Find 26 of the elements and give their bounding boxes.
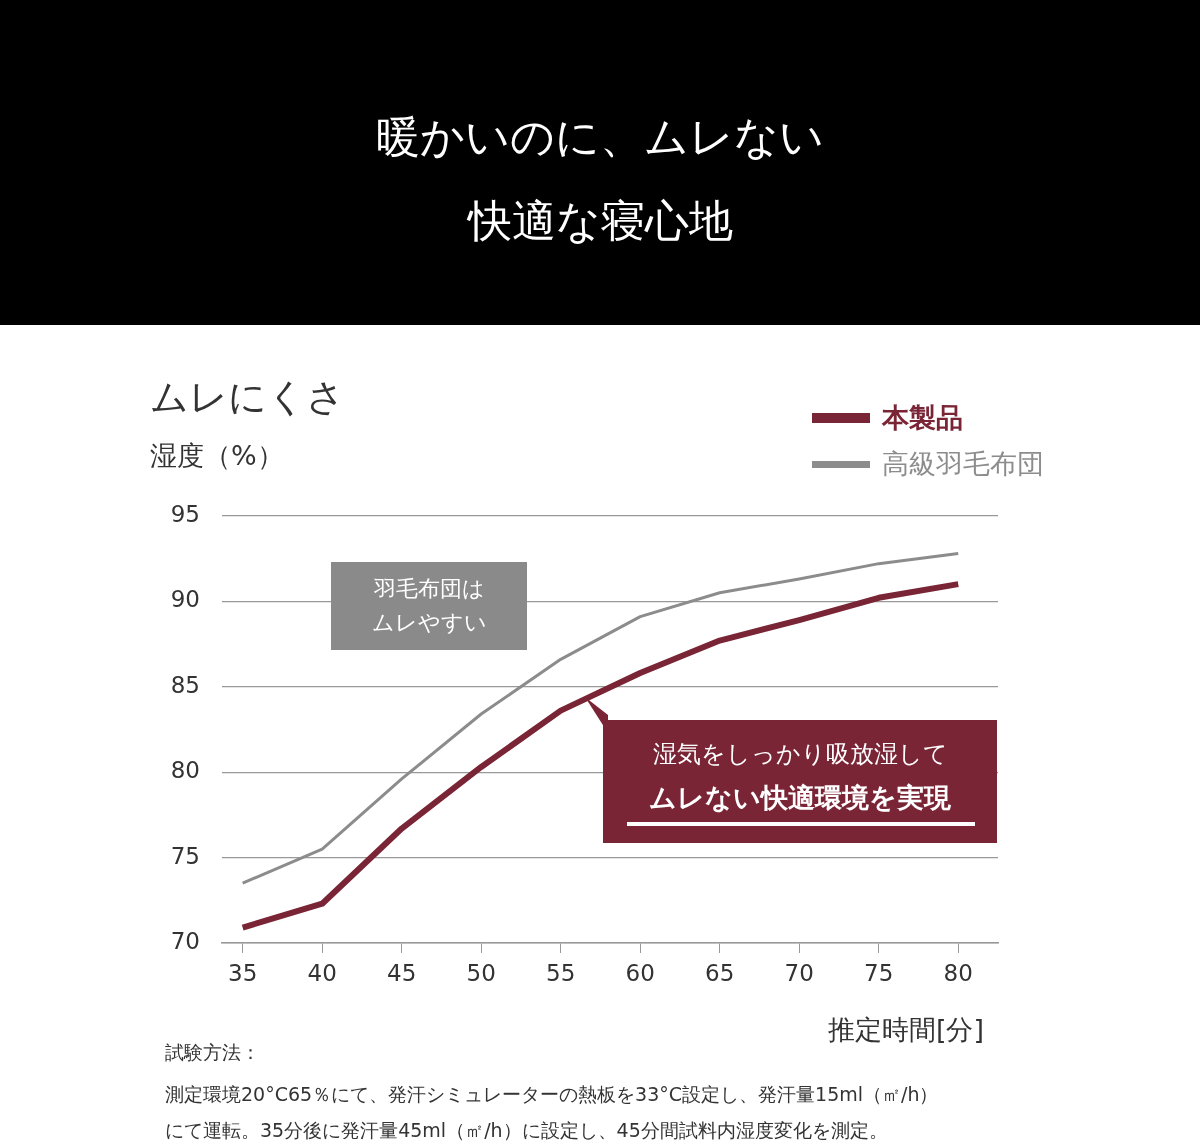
x-tick-label: 35 [228,959,258,986]
y-tick-label: 75 [170,842,200,869]
x-axis-title: 推定時間[分] [827,1013,984,1047]
y-tick-label: 85 [170,671,200,698]
x-tick-label: 40 [307,959,337,986]
annotation: 湿気をしっかり吸放湿してムレない快適環境を実現 [648,739,952,815]
y-tick-label: 90 [170,586,200,613]
x-tick-label: 65 [705,959,735,986]
legend-label: 本製品 [882,401,963,435]
chart-subtitle: ムレにくさ [150,374,345,421]
x-tick-label: 60 [625,959,655,986]
x-tick-label: 50 [466,959,496,986]
y-tick-label: 95 [170,500,200,527]
y-tick-label: 80 [170,757,200,784]
x-tick-label: 80 [943,959,973,986]
text: 測定環境20°C65％にて、発汗シミュレーターの熱板を33°C設定し、発汗量15ml（㎡/h）にて運転。35分後に発汗量45ml（㎡/h）に設定し、45分間試料内湿度変化を測定。 [165,1082,940,1143]
y-axis-title: 湿度（%） [150,439,284,473]
x-tick-label: 75 [864,959,894,986]
annotation: 羽毛布団はムレやすい [370,575,488,637]
legend-label: 高級羽毛布団 [882,447,1044,481]
x-tick-label: 45 [387,959,417,986]
x-tick-label: 55 [546,959,576,986]
y-tick-label: 70 [170,927,200,954]
text: 試験方法： [165,1040,260,1065]
chart-title: 暖かいのに、ムレない快適な寝心地 [375,110,825,248]
x-tick-label: 70 [784,959,814,986]
